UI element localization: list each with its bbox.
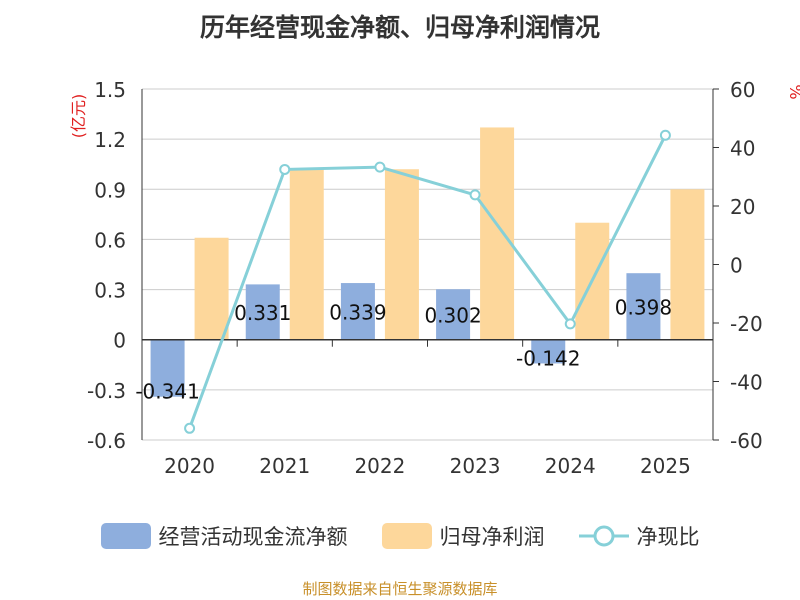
right-tick-label: 20 xyxy=(730,195,755,219)
left-tick-label: -0.6 xyxy=(87,429,126,453)
category-label: 2021 xyxy=(259,454,310,478)
net-profit-bar xyxy=(384,169,419,340)
category-label: 2022 xyxy=(354,454,405,478)
legend-item-net-profit[interactable]: 归母净利润 xyxy=(381,521,545,551)
left-tick-label: 0 xyxy=(113,329,126,353)
net-profit-bar xyxy=(670,189,705,340)
cashflow-bar xyxy=(531,339,566,364)
legend-label-cashflow: 经营活动现金流净额 xyxy=(158,525,348,549)
right-tick-label: 40 xyxy=(730,137,755,161)
legend-item-ratio[interactable]: 净现比 xyxy=(578,521,700,551)
left-tick-label: 0.9 xyxy=(94,178,126,202)
left-axis-label: (亿元) xyxy=(69,94,88,139)
ratio-point xyxy=(564,318,576,330)
cashflow-bar xyxy=(245,284,280,340)
category-label: 2023 xyxy=(450,454,501,478)
legend-label-net-profit: 归母净利润 xyxy=(439,525,545,549)
right-axis-label: % xyxy=(786,84,800,99)
ratio-point xyxy=(469,189,481,201)
legend: 经营活动现金流净额 归母净利润 净现比 xyxy=(0,516,800,556)
cashflow-bar xyxy=(150,339,185,397)
category-label: 2025 xyxy=(640,454,691,478)
right-tick-label: -60 xyxy=(730,429,763,453)
chart-title: 历年经营现金净额、归母净利润情况 xyxy=(200,13,600,42)
category-label: 2020 xyxy=(164,454,215,478)
left-tick-label: 0.3 xyxy=(94,279,126,303)
ratio-line xyxy=(188,134,667,429)
right-tick-label: 0 xyxy=(730,254,743,278)
cashflow-data-label: 0.331 xyxy=(234,301,291,325)
left-tick-label: 0.6 xyxy=(94,228,126,252)
legend-label-ratio: 净现比 xyxy=(636,525,700,549)
legend-swatch-net-profit xyxy=(381,523,432,549)
cashflow-data-label: 0.302 xyxy=(424,303,481,327)
cashflow-data-label: -0.341 xyxy=(135,380,199,404)
left-tick-label: 1.5 xyxy=(94,78,126,102)
left-tick-label: 1.2 xyxy=(94,128,126,152)
legend-swatch-cashflow xyxy=(100,523,151,549)
legend-item-cashflow[interactable]: 经营活动现金流净额 xyxy=(100,521,348,551)
legend-swatch-ratio-icon xyxy=(578,525,629,547)
ratio-point xyxy=(374,161,386,173)
category-label: 2024 xyxy=(545,454,596,478)
cashflow-data-label: 0.398 xyxy=(615,295,672,319)
cashflow-bar xyxy=(626,273,661,340)
right-tick-label: -40 xyxy=(730,371,763,395)
cashflow-data-label: -0.142 xyxy=(516,346,580,370)
source-note: 制图数据来自恒生聚源数据库 xyxy=(302,580,498,598)
cashflow-data-label: 0.339 xyxy=(329,300,386,324)
right-tick-label: -20 xyxy=(730,312,763,336)
chart: 历年经营现金净额、归母净利润情况 (亿元) % 1.51.20.90.60.30… xyxy=(69,13,800,478)
cashflow-bar xyxy=(436,289,471,340)
ratio-point xyxy=(279,163,291,175)
net-profit-bar xyxy=(480,127,515,340)
ratio-point xyxy=(659,129,671,141)
right-tick-label: 60 xyxy=(730,78,755,102)
left-tick-label: -0.3 xyxy=(87,379,126,403)
net-profit-bar xyxy=(289,169,324,340)
net-profit-bar xyxy=(194,237,229,340)
ratio-point xyxy=(184,422,196,434)
cashflow-bar xyxy=(340,283,375,340)
